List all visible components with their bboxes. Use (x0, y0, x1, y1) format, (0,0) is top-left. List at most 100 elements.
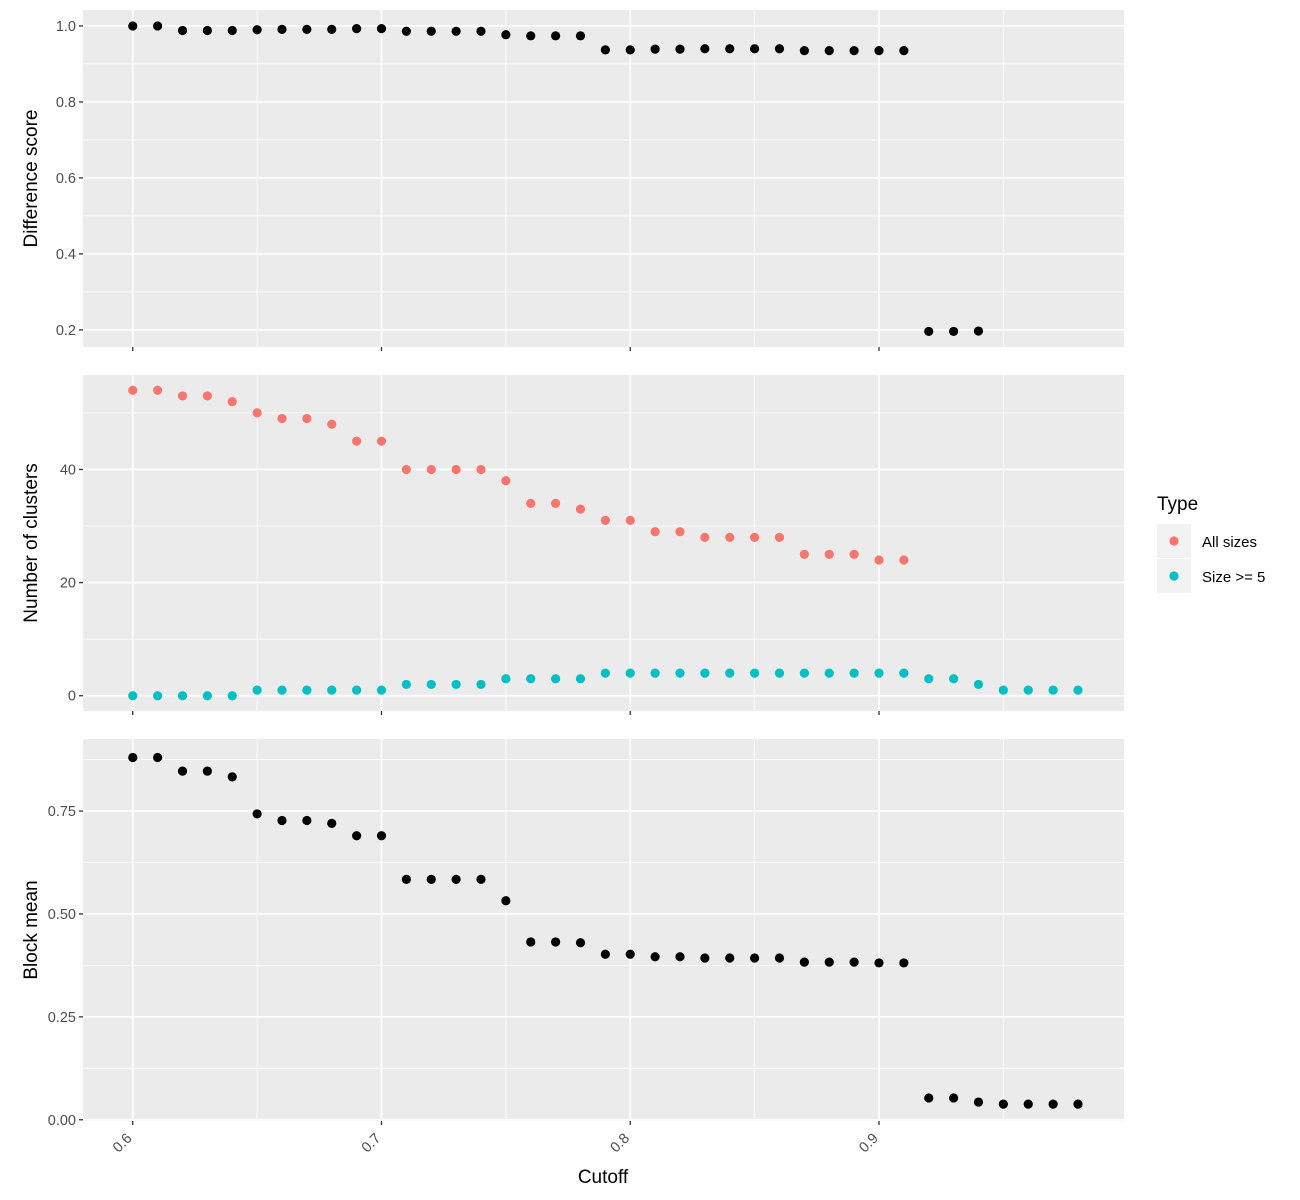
data-point (1023, 1099, 1033, 1109)
data-point (252, 25, 262, 35)
y-axis-title: Block mean (21, 880, 42, 979)
data-point (575, 938, 586, 948)
data-point (874, 958, 884, 968)
data-point (899, 46, 909, 56)
data-point (700, 44, 710, 54)
data-point (551, 674, 561, 684)
y-axis-title: Number of clusters (21, 463, 42, 622)
data-point (401, 874, 411, 884)
legend-marker-all-sizes (1169, 536, 1179, 546)
data-point (625, 949, 635, 959)
data-point (650, 527, 660, 537)
y-tick-label: 0.00 (48, 1113, 76, 1129)
data-point (451, 679, 461, 690)
data-point (376, 24, 387, 34)
data-point (277, 685, 287, 695)
data-point (700, 532, 710, 542)
data-point (551, 937, 561, 947)
data-point (650, 952, 660, 962)
data-point (426, 679, 436, 690)
data-point (128, 21, 138, 31)
data-point (526, 498, 536, 509)
data-point (973, 1097, 984, 1107)
data-point (849, 668, 859, 678)
data-point (750, 532, 760, 542)
data-point (799, 549, 809, 559)
data-point (352, 24, 362, 34)
data-point (352, 685, 362, 695)
x-axis-title: Cutoff (578, 1167, 629, 1188)
y-axis-title: Difference score (21, 110, 42, 248)
data-point (949, 674, 959, 684)
data-point (998, 685, 1008, 695)
data-point (202, 691, 212, 701)
y-tick-label: 0 (68, 689, 76, 705)
data-point (227, 691, 237, 701)
panel-2: 0 20 40 Number of clusters (21, 375, 1124, 715)
data-point (1023, 685, 1033, 695)
data-point (799, 957, 809, 967)
series-1 (128, 21, 984, 337)
chart-panels: 0.2 0.4 0.6 0.8 1.0 Difference score 0 20 40 Numb… (21, 10, 1124, 1156)
data-point (750, 953, 760, 963)
data-point (973, 326, 984, 336)
y-tick-label: 0.75 (48, 804, 76, 820)
data-point (750, 44, 760, 54)
y-tick-label: 20 (60, 576, 76, 592)
data-point (575, 504, 586, 514)
data-point (153, 21, 163, 31)
data-point (924, 674, 934, 684)
data-point (650, 44, 660, 54)
data-point (401, 464, 411, 475)
data-point (998, 1099, 1008, 1109)
data-point (675, 527, 685, 537)
data-point (824, 46, 834, 56)
data-point (501, 674, 511, 684)
data-point (376, 436, 387, 446)
data-point (476, 679, 486, 690)
data-point (849, 957, 859, 967)
data-point (202, 391, 212, 401)
data-point (352, 436, 362, 446)
data-point (501, 896, 511, 906)
data-point (675, 668, 685, 678)
data-point (252, 685, 262, 695)
legend-title: Type (1157, 494, 1198, 515)
x-tick-label: 0.6 (110, 1131, 136, 1157)
data-point (849, 46, 859, 56)
data-point (177, 391, 188, 401)
data-point (227, 25, 237, 36)
data-point (824, 549, 834, 559)
y-tick-label: 1.0 (56, 19, 76, 35)
data-point (277, 815, 287, 826)
data-point (476, 464, 486, 475)
data-point (451, 26, 461, 36)
data-point (774, 532, 785, 542)
data-point (824, 957, 834, 967)
data-point (824, 668, 834, 678)
data-point (899, 958, 909, 968)
data-point (128, 385, 138, 395)
data-point (650, 668, 660, 678)
data-point (551, 31, 561, 41)
data-point (202, 25, 212, 36)
series-2 (128, 668, 1083, 701)
data-point (177, 25, 188, 36)
data-point (227, 772, 237, 782)
data-point (799, 46, 809, 56)
data-point (526, 31, 536, 41)
data-point (277, 413, 287, 424)
legend-label-size-5: Size >= 5 (1202, 569, 1265, 586)
data-point (327, 24, 337, 34)
data-point (252, 408, 262, 418)
data-point (949, 326, 959, 337)
data-point (376, 831, 387, 841)
data-point (153, 385, 163, 395)
data-point (725, 44, 735, 54)
y-tick-label: 0.4 (56, 247, 76, 263)
data-point (774, 668, 785, 678)
data-point (725, 953, 735, 963)
data-point (924, 326, 934, 337)
x-tick-labels: 0.6 0.7 0.8 0.9 (110, 1131, 882, 1157)
data-point (352, 831, 362, 841)
